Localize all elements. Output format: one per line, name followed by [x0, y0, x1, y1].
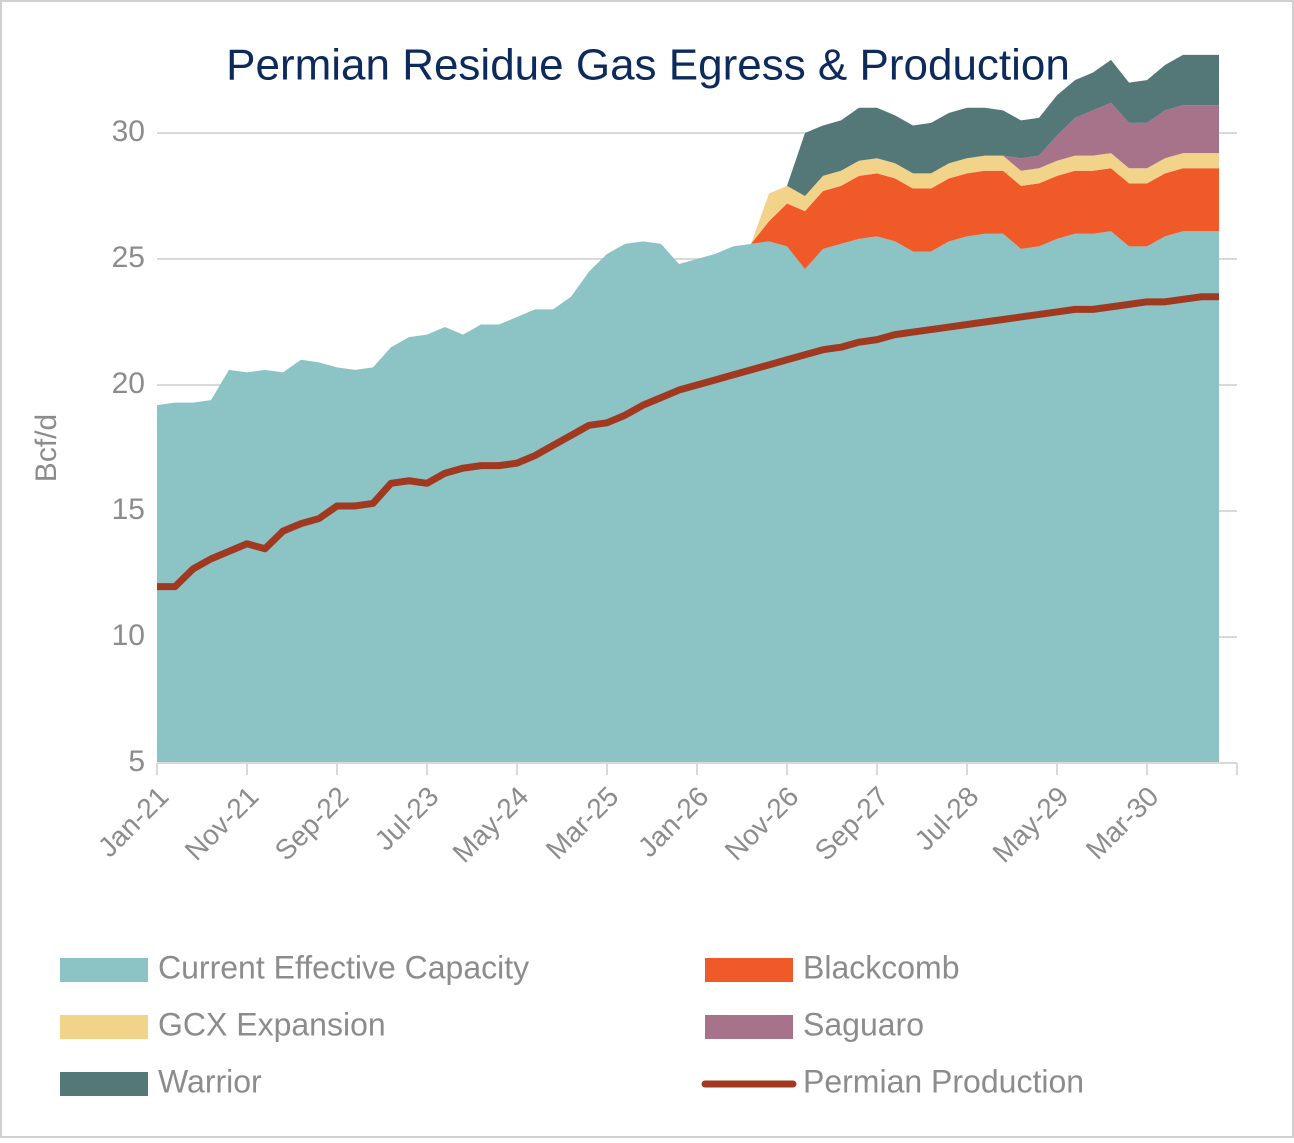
legend-swatch [60, 958, 148, 982]
area [787, 54, 1219, 196]
line [157, 293, 1219, 591]
y-tick-label: 25 [112, 241, 145, 274]
y-tick-label: 20 [112, 367, 145, 400]
legend-swatch [60, 1072, 148, 1096]
area [751, 153, 1219, 244]
area [1003, 102, 1219, 171]
legend-swatch [705, 958, 793, 982]
legend-label: Saguaro [803, 1006, 924, 1042]
area [157, 231, 1219, 763]
y-tick-label: 15 [112, 493, 145, 526]
legend-label: GCX Expansion [158, 1006, 386, 1042]
y-axis-label: Bcf/d [30, 414, 63, 482]
chart-title: Permian Residue Gas Egress & Production [226, 41, 1070, 90]
area [751, 168, 1219, 270]
legend-label: Permian Production [803, 1063, 1084, 1099]
y-tick-label: 10 [112, 619, 145, 652]
legend-label: Warrior [158, 1063, 262, 1099]
legend-label: Blackcomb [803, 949, 960, 985]
legend-swatch [60, 1015, 148, 1039]
legend-swatch [705, 1015, 793, 1039]
legend-label: Current Effective Capacity [158, 949, 529, 985]
y-tick-label: 5 [128, 745, 145, 778]
y-tick-label: 30 [112, 115, 145, 148]
